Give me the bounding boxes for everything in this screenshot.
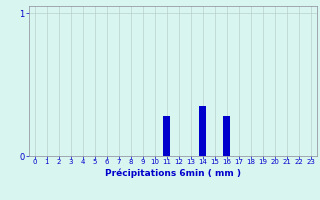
- X-axis label: Précipitations 6min ( mm ): Précipitations 6min ( mm ): [105, 168, 241, 178]
- Bar: [223, 116, 230, 156]
- Bar: [199, 106, 206, 156]
- Bar: [163, 116, 170, 156]
